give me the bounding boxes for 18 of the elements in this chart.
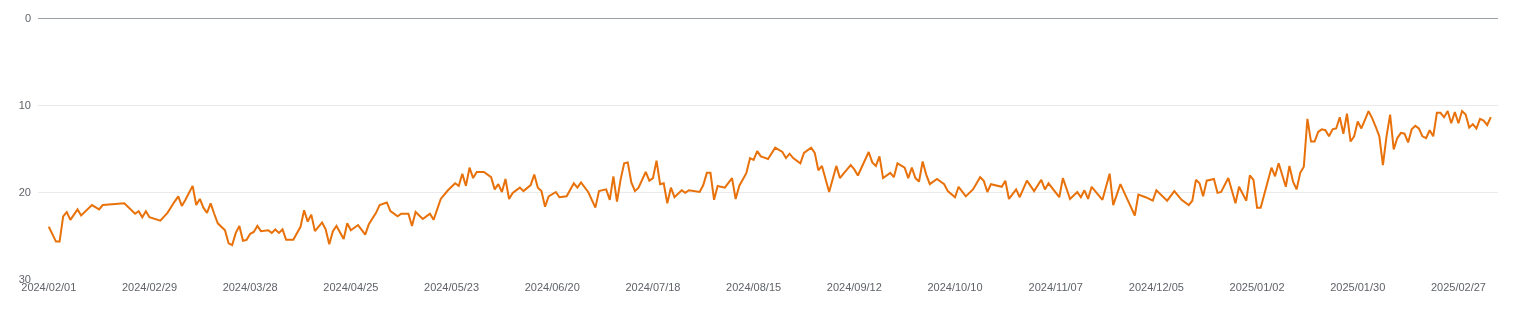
x-tick-label: 2024/11/07 [1028,281,1083,293]
line-series [47,110,1492,247]
y-tick-label: 20 [18,185,31,198]
x-tick-label: 2024/07/18 [625,281,681,293]
y-tick-label: 0 [24,11,31,24]
x-tick-label: 2024/12/05 [1128,281,1184,293]
x-tick-label: 2024/06/20 [524,281,580,293]
x-tick-label: 2024/10/10 [927,281,983,293]
x-tick-label: 2024/05/23 [424,281,480,293]
x-tick-label: 2024/02/29 [121,281,178,293]
x-tick-label: 2025/02/27 [1430,281,1486,293]
x-tick-label: 2024/09/12 [826,281,882,293]
x-tick-label: 2025/01/02 [1229,281,1285,293]
x-tick-label: 2025/01/30 [1330,281,1386,293]
y-tick-label: 10 [18,98,31,111]
x-tick-label: 2024/03/28 [222,281,278,293]
x-tick-label: 2024/04/25 [323,281,379,293]
x-tick-label: 2024/08/15 [726,281,782,293]
